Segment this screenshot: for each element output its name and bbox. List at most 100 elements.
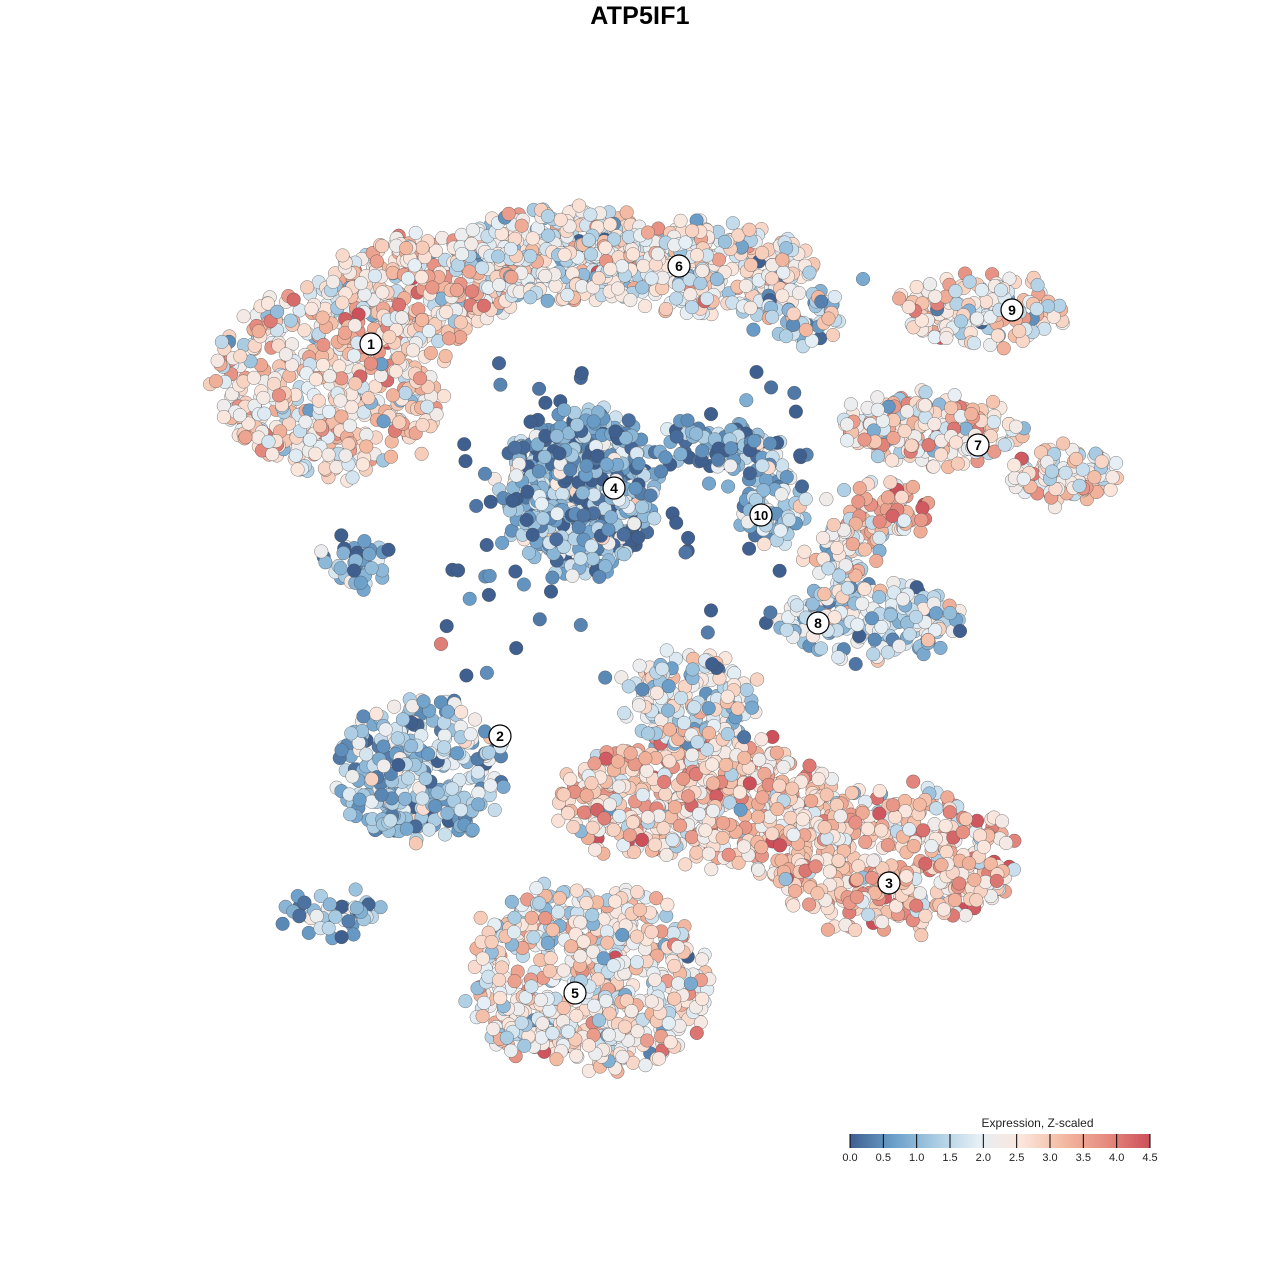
cell-point	[440, 806, 455, 821]
cell-point	[550, 506, 565, 521]
cell-point	[864, 611, 879, 626]
cell-point	[659, 847, 674, 863]
cell-point	[912, 797, 927, 812]
cell-point	[751, 809, 766, 824]
cell-point	[687, 700, 702, 715]
cell-point	[872, 784, 887, 799]
cell-point	[233, 349, 248, 364]
cell-point	[583, 247, 599, 262]
cell-point	[453, 802, 468, 817]
cell-point	[394, 310, 409, 325]
cell-point	[534, 496, 549, 511]
cell-point	[416, 694, 431, 709]
cell-point	[523, 249, 538, 264]
cell-point	[676, 771, 691, 786]
cell-point	[969, 893, 984, 908]
cell-point	[995, 814, 1010, 829]
cell-point	[845, 537, 860, 552]
cell-point	[934, 857, 949, 872]
cell-point	[586, 414, 601, 429]
cell-point	[732, 785, 747, 800]
cell-point	[313, 419, 328, 434]
cell-point	[795, 812, 810, 827]
cell-point	[338, 325, 353, 340]
cell-point	[1058, 465, 1073, 480]
cell-point	[585, 820, 600, 835]
cell-point	[843, 397, 858, 412]
cell-point	[342, 418, 357, 433]
cell-point	[623, 746, 638, 761]
cell-point	[705, 757, 720, 772]
cell-point	[467, 712, 483, 727]
cell-point	[866, 647, 881, 662]
cell-point	[785, 781, 800, 796]
cell-point	[584, 776, 599, 791]
cell-point	[883, 607, 898, 622]
cell-point	[716, 815, 731, 831]
cell-point	[908, 609, 924, 624]
cell-point	[471, 797, 486, 812]
cell-point	[906, 838, 921, 854]
cell-point	[321, 404, 336, 419]
cell-point	[914, 512, 929, 527]
cell-point	[501, 206, 516, 221]
cell-point	[617, 706, 632, 721]
cell-point	[867, 632, 882, 647]
cell-point	[322, 369, 337, 384]
cell-point	[302, 432, 318, 447]
cell-point	[706, 776, 721, 791]
cell-point	[408, 225, 423, 240]
cell-point	[689, 845, 704, 860]
cell-point	[776, 760, 791, 775]
cell-point	[445, 781, 460, 796]
cell-point	[598, 240, 613, 255]
cell-point	[829, 540, 845, 556]
cell-point	[392, 415, 407, 430]
cell-point	[939, 844, 954, 859]
cell-point	[638, 751, 653, 766]
cell-point	[662, 722, 677, 737]
cell-point	[970, 311, 985, 326]
cell-point	[661, 679, 676, 694]
cell-point	[308, 372, 324, 387]
cell-point	[792, 286, 807, 301]
cell-point	[927, 416, 942, 432]
cell-point	[407, 258, 422, 273]
cell-point	[363, 356, 378, 371]
cell-point	[584, 539, 599, 554]
cell-point	[929, 606, 944, 621]
cell-point	[208, 374, 224, 389]
cell-point	[662, 754, 677, 769]
cell-point	[849, 890, 864, 905]
cell-point	[348, 882, 363, 897]
cell-point	[798, 491, 813, 507]
cell-point	[730, 701, 745, 716]
cell-point	[1108, 455, 1124, 471]
cell-point	[647, 511, 662, 526]
cell-point	[827, 289, 842, 305]
cell-point	[625, 815, 640, 830]
cell-point	[892, 639, 907, 654]
cell-point	[786, 827, 801, 842]
cell-point	[880, 838, 895, 853]
cell-point	[555, 486, 570, 501]
cell-point	[623, 293, 638, 308]
cell-point	[916, 823, 931, 838]
cell-point	[723, 458, 738, 473]
cell-point	[535, 511, 551, 526]
cell-point	[752, 752, 767, 767]
cell-point	[881, 490, 896, 505]
cell-point	[428, 243, 443, 258]
cell-point	[364, 561, 379, 576]
cell-point	[214, 334, 229, 349]
cell-point	[765, 826, 780, 841]
cell-point	[804, 793, 819, 809]
cell-point	[993, 283, 1009, 298]
cell-point	[635, 682, 650, 697]
cell-point	[415, 312, 430, 327]
cell-point	[541, 228, 556, 243]
cell-point	[610, 754, 626, 769]
cell-point	[375, 238, 390, 254]
cell-point	[912, 886, 928, 901]
